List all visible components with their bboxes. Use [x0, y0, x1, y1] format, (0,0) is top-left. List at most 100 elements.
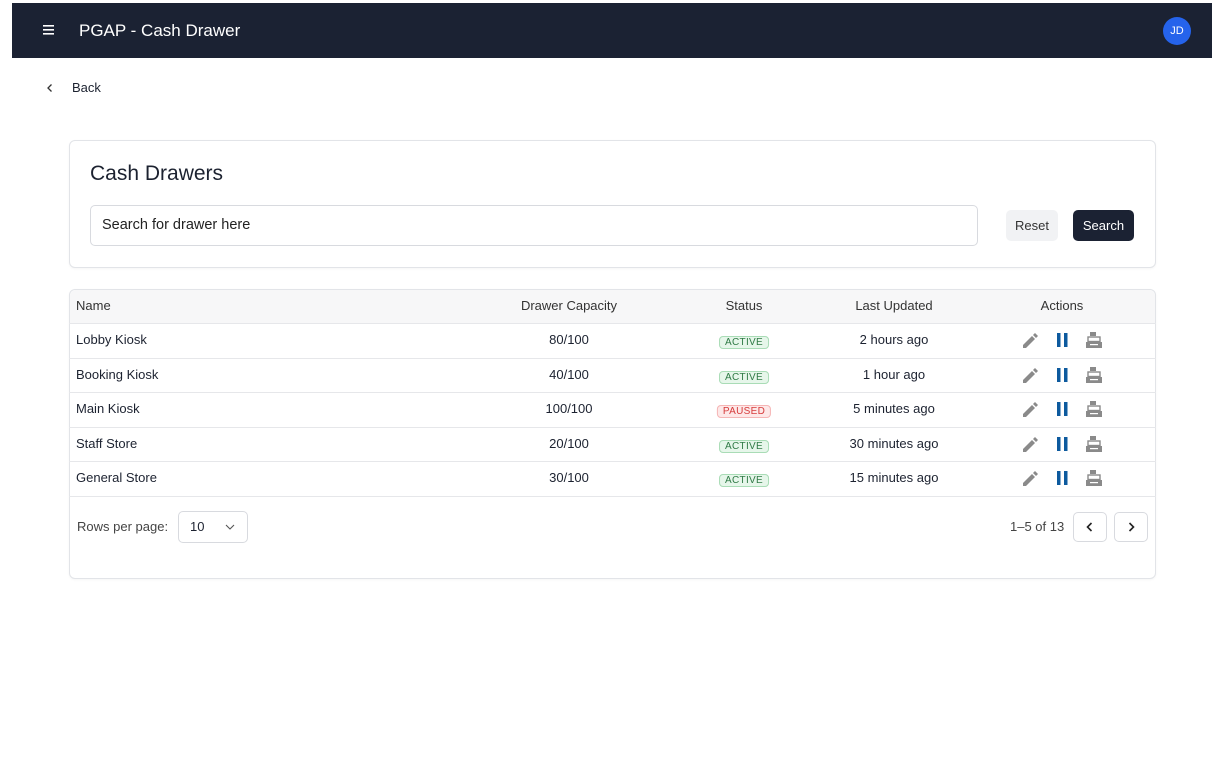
icon-shape — [1090, 413, 1098, 415]
register-button[interactable] — [1083, 365, 1105, 385]
drawer-capacity: 20/100 — [549, 435, 589, 451]
last-updated: 30 minutes ago — [849, 435, 939, 451]
rows-per-page-select[interactable]: 10 — [178, 511, 248, 543]
menu-icon[interactable] — [43, 25, 54, 35]
search-input[interactable]: Search for drawer here — [90, 205, 978, 246]
next-page-button[interactable] — [1114, 512, 1148, 542]
row-divider — [69, 392, 1156, 393]
select-chevron — [225, 524, 235, 530]
register-button[interactable] — [1083, 399, 1105, 419]
icon-shape — [1090, 344, 1098, 346]
rows-per-page-label: Rows per page: — [77, 519, 169, 534]
app-title: PGAP - Cash Drawer — [79, 21, 241, 40]
back-icon[interactable] — [46, 83, 54, 93]
drawer-name: Lobby Kiosk — [76, 332, 147, 347]
icon-shape — [1087, 439, 1101, 446]
avatar[interactable]: JD — [1163, 17, 1191, 45]
register-button[interactable] — [1083, 434, 1105, 454]
column-header: Last Updated — [855, 298, 933, 313]
drawer-capacity: 100/100 — [545, 401, 593, 416]
status-cell: ACTIVE — [719, 470, 769, 489]
status-badge: ACTIVE — [719, 370, 769, 384]
row-divider — [69, 323, 1156, 324]
icon-shape — [1033, 436, 1038, 442]
prev-page-button[interactable] — [1073, 512, 1107, 542]
icon-shape — [1023, 474, 1035, 486]
search-placeholder: Search for drawer here — [102, 217, 251, 233]
icon-shape — [1023, 439, 1035, 452]
last-updated: 5 minutes ago — [853, 401, 935, 416]
pause-button[interactable] — [1053, 434, 1075, 454]
icon-shape — [1057, 436, 1061, 451]
rows-per-page-value: 10 — [190, 519, 205, 534]
pause-button[interactable] — [1053, 365, 1075, 385]
next-icon — [1128, 522, 1135, 532]
icon-shape — [1064, 367, 1068, 382]
pause-button[interactable] — [1053, 468, 1075, 488]
pause-button[interactable] — [1053, 399, 1075, 419]
register-button[interactable] — [1083, 330, 1105, 350]
icon-shape — [1033, 367, 1038, 373]
last-updated: 1 hour ago — [862, 366, 926, 382]
icon-shape — [1064, 402, 1068, 416]
icon-shape — [1087, 474, 1101, 481]
status-badge: PAUSED — [716, 405, 772, 418]
icon-shape — [1023, 405, 1035, 417]
drawer-capacity: 80/100 — [549, 332, 589, 347]
edit-button[interactable] — [1020, 365, 1042, 385]
drawer-capacity: 40/100 — [549, 366, 589, 382]
icon-shape — [1087, 370, 1101, 377]
icon-shape — [1064, 333, 1068, 347]
icon-shape — [1087, 336, 1101, 343]
pause-button[interactable] — [1053, 330, 1075, 350]
register-button[interactable] — [1083, 468, 1105, 488]
prev-icon — [1086, 522, 1093, 532]
drawer-name: Main Kiosk — [76, 401, 140, 416]
icon-shape — [1057, 333, 1061, 347]
icon-shape — [1090, 435, 1096, 440]
last-updated: 15 minutes ago — [849, 470, 939, 485]
icon-shape — [1090, 401, 1096, 405]
icon-shape — [1064, 436, 1068, 451]
icon-shape — [1033, 402, 1038, 407]
reset-button[interactable]: Reset — [1006, 210, 1058, 241]
icon-shape — [1087, 405, 1101, 412]
column-header: Actions — [1040, 298, 1084, 313]
edit-button[interactable] — [1020, 330, 1042, 350]
card-title: Cash Drawers — [90, 162, 224, 185]
icon-shape — [1033, 333, 1038, 338]
top-bar: PGAP - Cash Drawer JD — [12, 3, 1212, 58]
drawer-capacity: 30/100 — [549, 470, 589, 485]
edit-button[interactable] — [1020, 468, 1042, 488]
icon-shape — [1090, 470, 1096, 474]
icon-shape — [1057, 471, 1061, 485]
drawer-name: Staff Store — [76, 435, 138, 451]
icon-shape — [1023, 370, 1035, 383]
icon-shape — [1090, 447, 1098, 449]
status-badge: ACTIVE — [719, 336, 769, 349]
column-header: Name — [76, 298, 111, 313]
icon-shape — [1033, 471, 1038, 476]
row-divider — [69, 357, 1156, 359]
status-badge: ACTIVE — [719, 474, 769, 487]
icon-shape — [1090, 482, 1098, 484]
table-header — [70, 290, 1155, 324]
edit-button[interactable] — [1020, 399, 1042, 419]
row-divider — [69, 461, 1156, 462]
drawer-name: General Store — [76, 470, 157, 485]
status-cell: ACTIVE — [719, 367, 769, 386]
drawer-name: Booking Kiosk — [76, 366, 159, 382]
last-updated: 2 hours ago — [859, 332, 929, 347]
search-button[interactable]: Search — [1073, 210, 1134, 241]
status-cell: PAUSED — [716, 401, 772, 420]
icon-shape — [1023, 336, 1035, 348]
edit-button[interactable] — [1020, 434, 1042, 454]
icon-shape — [1057, 367, 1061, 382]
icon-shape — [1064, 471, 1068, 485]
row-divider — [69, 426, 1156, 428]
icon-shape — [1090, 332, 1096, 336]
status-cell: ACTIVE — [719, 332, 769, 351]
back-link[interactable]: Back — [72, 80, 101, 95]
search-card — [69, 140, 1156, 268]
